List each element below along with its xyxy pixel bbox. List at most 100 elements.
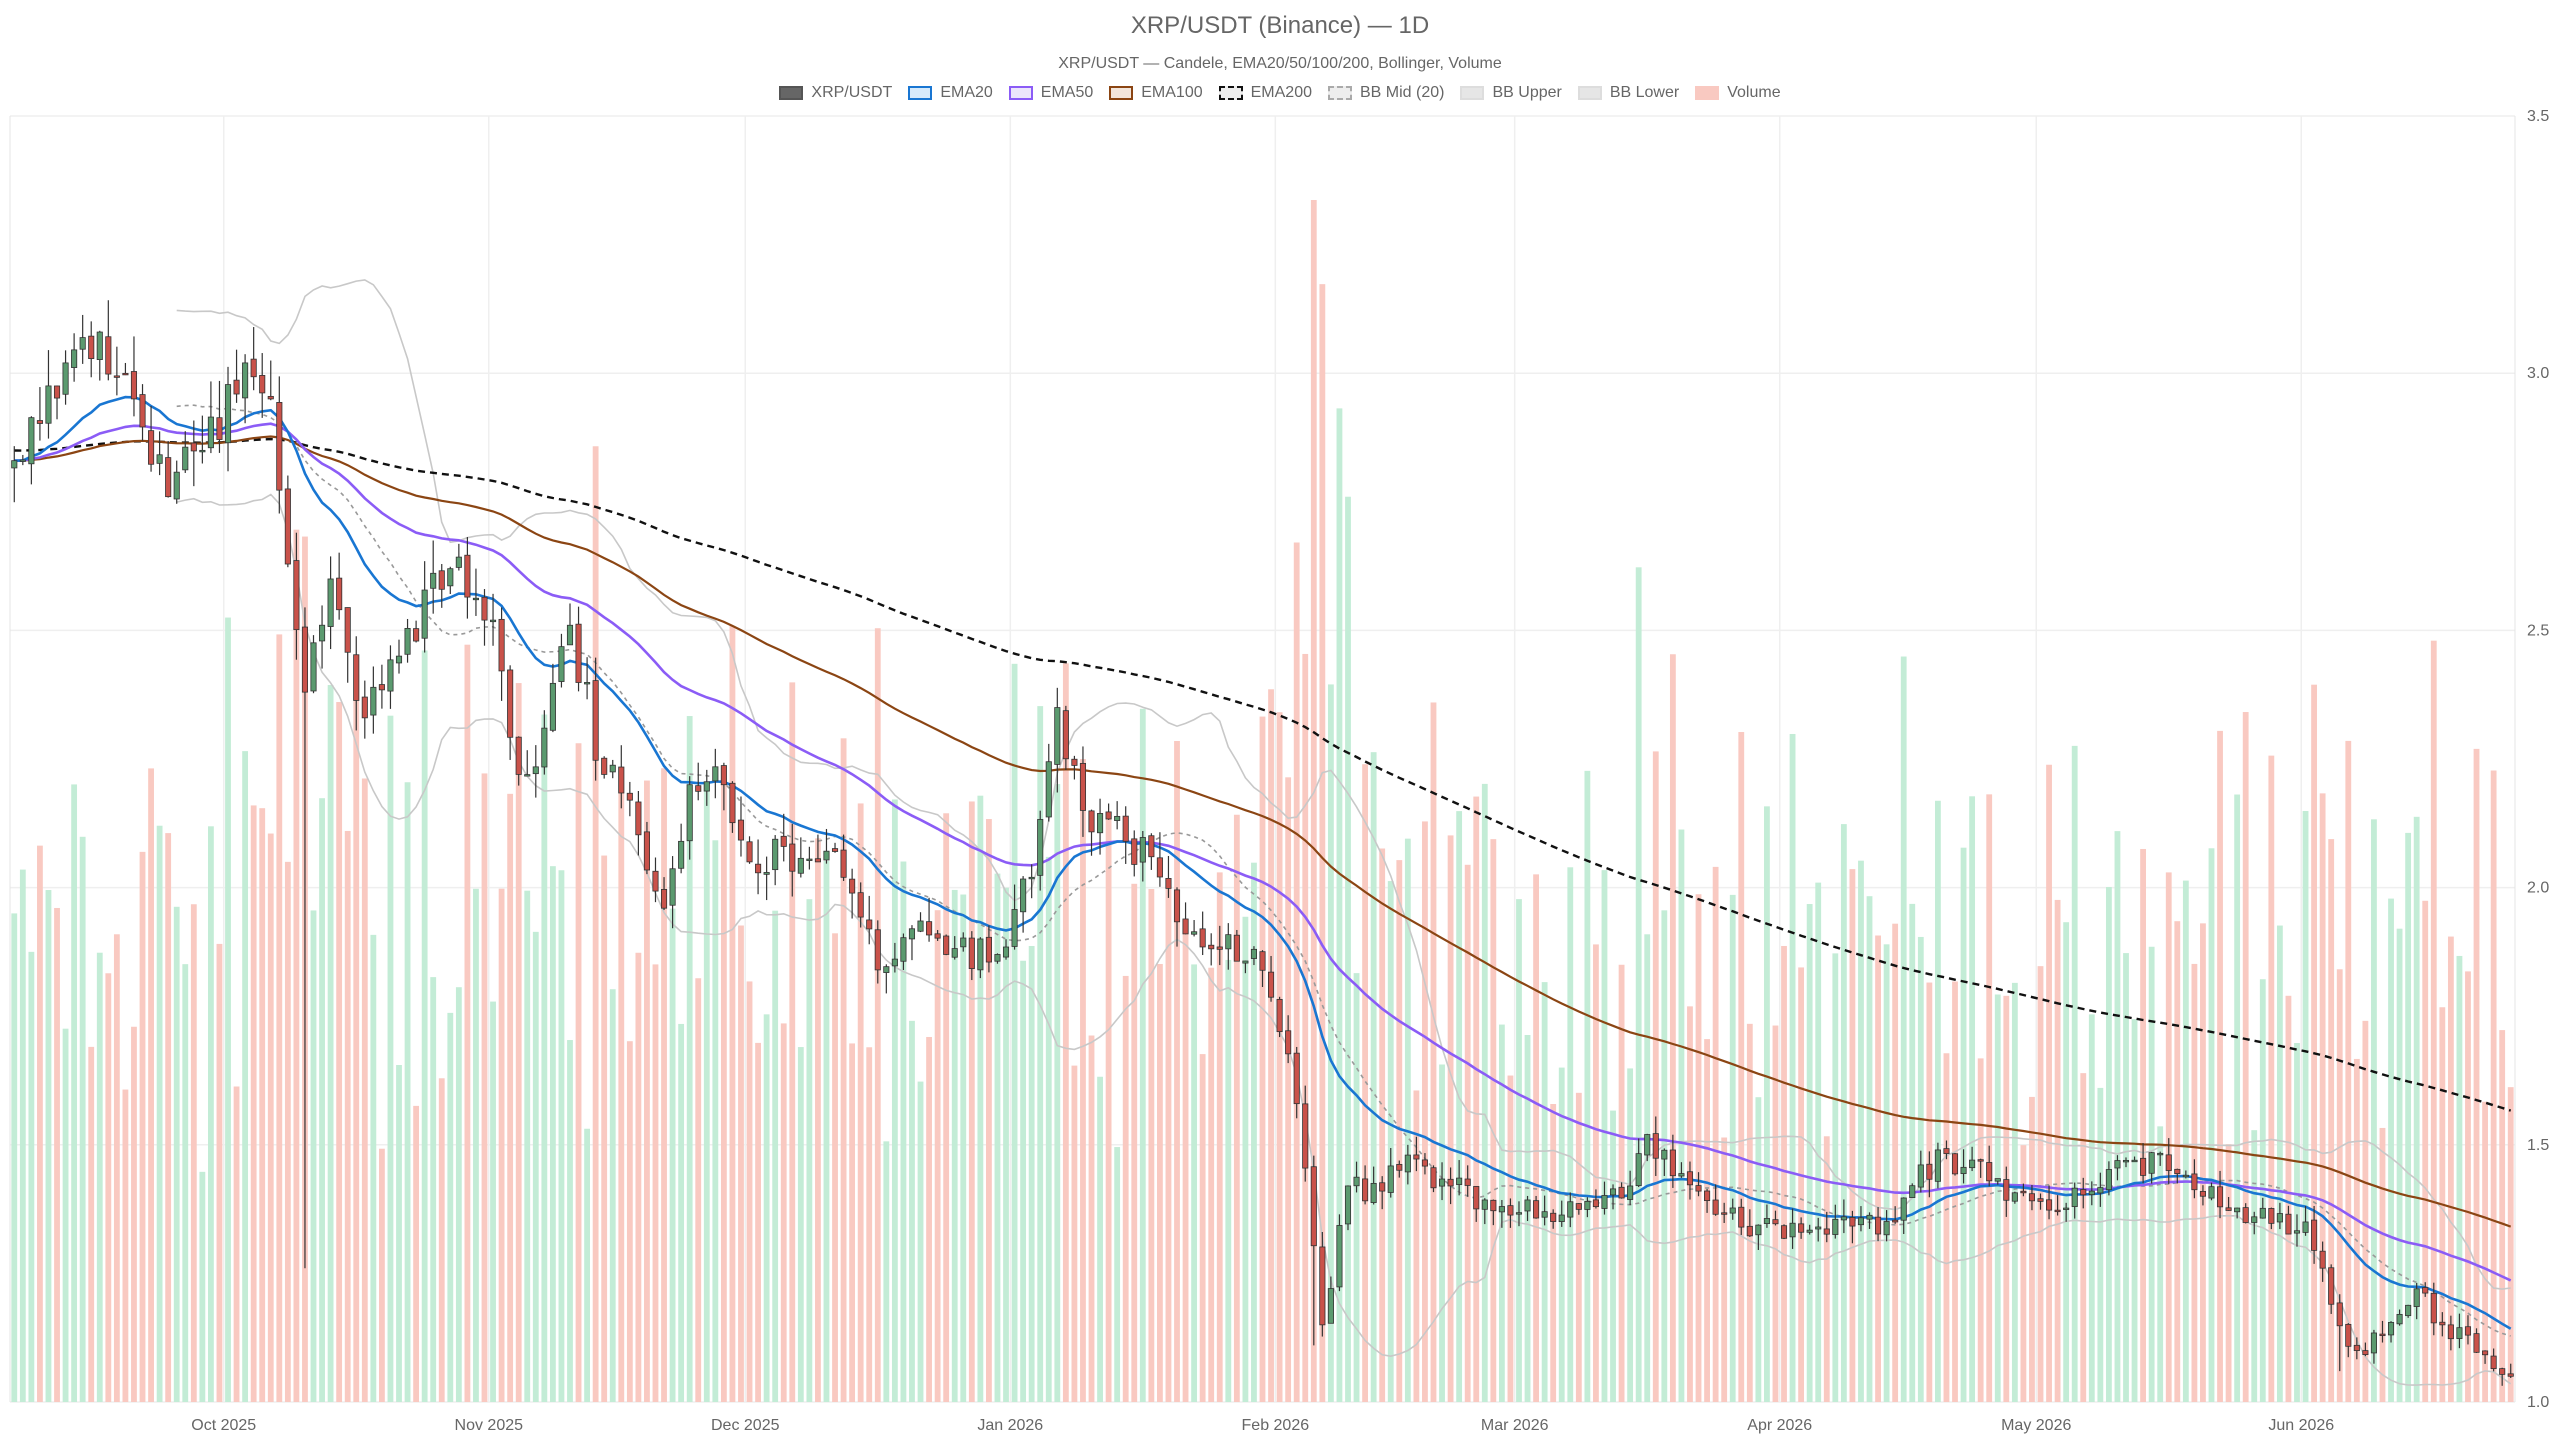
- candle: [857, 882, 864, 928]
- volume-bar: [88, 1046, 95, 1402]
- candle-body: [763, 872, 770, 875]
- legend-label: EMA50: [1040, 84, 1094, 101]
- volume-bar: [327, 685, 334, 1402]
- candle: [2028, 1184, 2036, 1211]
- candle: [1447, 1167, 1454, 1205]
- candle: [395, 639, 403, 674]
- volume-bar: [1080, 759, 1086, 1402]
- candle-body: [1986, 1162, 1993, 1182]
- legend-item[interactable]: Volume: [1695, 84, 1781, 102]
- volume-bar: [584, 1128, 590, 1402]
- candle-body: [1789, 1222, 1796, 1238]
- candle: [2268, 1207, 2275, 1230]
- x-tick-label: Jan 2026: [977, 1417, 1043, 1434]
- volume-bar: [1413, 1090, 1420, 1402]
- candle: [1550, 1209, 1557, 1229]
- candle: [1729, 1198, 1736, 1220]
- candle: [2157, 1151, 2164, 1166]
- candle-body: [2242, 1207, 2249, 1223]
- candle: [866, 895, 873, 945]
- candle: [763, 856, 770, 901]
- candle: [1883, 1210, 1890, 1242]
- candle: [464, 537, 471, 619]
- candle: [1404, 1144, 1411, 1185]
- volume-bar: [131, 1026, 137, 1402]
- candle: [660, 877, 668, 911]
- candle: [148, 405, 155, 472]
- volume-bar: [1054, 784, 1061, 1402]
- candle-body: [840, 849, 847, 878]
- volume-bar: [2131, 1019, 2138, 1402]
- candle: [575, 606, 582, 692]
- candle: [233, 349, 240, 403]
- candle-body: [267, 395, 274, 400]
- candle-body: [746, 841, 753, 863]
- legend-item[interactable]: BB Lower: [1577, 84, 1679, 102]
- volume-bar: [1105, 818, 1112, 1402]
- volume-bar: [156, 825, 163, 1402]
- candle: [1900, 1197, 1907, 1235]
- legend-item[interactable]: BB Upper: [1460, 84, 1562, 102]
- volume-bar: [524, 890, 531, 1402]
- volume-bar: [361, 778, 368, 1402]
- candle: [695, 762, 702, 801]
- candle-body: [712, 766, 719, 782]
- candle: [1242, 960, 1249, 974]
- candle-body: [1062, 710, 1069, 760]
- candle-body: [2447, 1324, 2454, 1340]
- legend-item[interactable]: XRP/USDT: [779, 84, 892, 102]
- candle: [1131, 830, 1138, 877]
- candle-body: [1943, 1148, 1950, 1154]
- candle-body: [1362, 1178, 1369, 1202]
- candle-body: [2353, 1344, 2360, 1351]
- volume-bar: [1635, 567, 1642, 1402]
- y-tick-label: 1.0: [2527, 1394, 2549, 1411]
- volume-bar: [1208, 967, 1215, 1402]
- candle: [891, 942, 898, 973]
- candle-body: [455, 556, 462, 568]
- volume-bar: [618, 793, 625, 1402]
- candle-body: [276, 402, 283, 491]
- candle-body: [1310, 1166, 1317, 1247]
- candle: [2499, 1367, 2506, 1386]
- volume-bar: [1251, 862, 1257, 1402]
- legend-item[interactable]: EMA100: [1109, 84, 1203, 102]
- candle: [53, 385, 61, 420]
- volume-bar: [635, 952, 642, 1402]
- volume-bar: [1601, 870, 1608, 1402]
- volume-bar: [891, 799, 898, 1402]
- volume-bar: [652, 964, 659, 1402]
- volume-bar: [1533, 874, 1539, 1402]
- candle: [1139, 831, 1146, 882]
- volume-bar: [473, 888, 479, 1402]
- candle-body: [2336, 1302, 2343, 1327]
- volume-bar: [2037, 966, 2044, 1402]
- legend-item[interactable]: EMA20: [908, 84, 993, 102]
- candle: [2311, 1205, 2318, 1264]
- legend-item[interactable]: EMA50: [1008, 84, 1094, 102]
- candle: [1575, 1203, 1582, 1215]
- candle: [2362, 1342, 2369, 1357]
- legend-item[interactable]: BB Mid (20): [1328, 84, 1444, 102]
- candle: [2251, 1211, 2258, 1235]
- volume-bar: [926, 1036, 932, 1402]
- candle-body: [148, 430, 155, 465]
- candle: [2165, 1138, 2172, 1185]
- candle-body: [2208, 1186, 2215, 1199]
- candle: [1746, 1209, 1753, 1237]
- candle-body: [2140, 1157, 2147, 1176]
- candle: [1909, 1183, 1916, 1198]
- candle: [1105, 803, 1112, 820]
- legend-item[interactable]: EMA200: [1218, 84, 1312, 102]
- candle-body: [943, 935, 950, 955]
- x-tick-label: Apr 2026: [1747, 1417, 1812, 1434]
- candle-body: [1028, 876, 1035, 880]
- candle: [2011, 1191, 2018, 1204]
- bb-upper-line: [176, 279, 2511, 1290]
- candle-body: [1635, 1153, 1642, 1187]
- candle-body: [917, 920, 924, 932]
- candle-body: [977, 938, 984, 971]
- candle-body: [2396, 1313, 2403, 1325]
- candle-body: [310, 642, 317, 692]
- axis-layer: 1.0 1.5 2.0 2.5 3.0 3.5 Oct 2025 Nov 2025 Dec 20…: [191, 108, 2549, 1434]
